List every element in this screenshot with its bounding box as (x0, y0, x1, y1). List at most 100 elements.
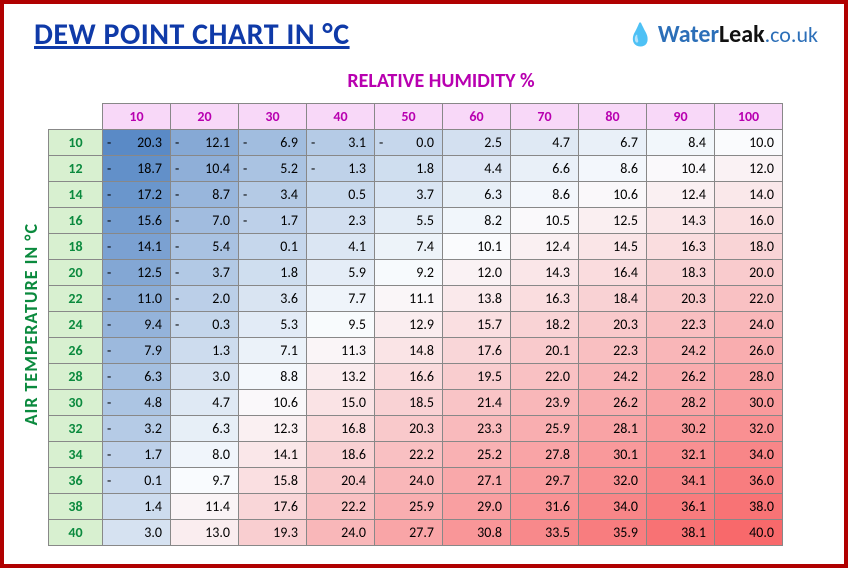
dewpoint-cell: 24.2 (579, 364, 647, 390)
dewpoint-cell: 22.0 (511, 364, 579, 390)
temp-row-header: 22 (49, 286, 103, 312)
dewpoint-cell: 4.7 (511, 130, 579, 156)
dewpoint-cell: 13.0 (171, 520, 239, 546)
table-row: 26-7.91.37.111.314.817.620.122.324.226.0 (49, 338, 783, 364)
dewpoint-cell: 6.6 (511, 156, 579, 182)
dewpoint-cell: 20.4 (307, 468, 375, 494)
dewpoint-cell: -1.7 (103, 442, 171, 468)
logo-part-2: Leak (719, 20, 765, 49)
temp-row-header: 20 (49, 260, 103, 286)
dewpoint-cell: 34.0 (715, 442, 783, 468)
dewpoint-cell: 6.3 (443, 182, 511, 208)
dewpoint-cell: 34.0 (579, 494, 647, 520)
dewpoint-cell: 12.4 (511, 234, 579, 260)
dewpoint-cell: 24.0 (307, 520, 375, 546)
dewpoint-cell: -6.9 (239, 130, 307, 156)
water-drop-icon: 💧 (626, 21, 653, 48)
dewpoint-cell: 12.0 (443, 260, 511, 286)
dewpoint-cell: 31.6 (511, 494, 579, 520)
dewpoint-cell: -12.1 (171, 130, 239, 156)
dewpoint-cell: -17.2 (103, 182, 171, 208)
dewpoint-cell: 17.6 (239, 494, 307, 520)
dewpoint-cell: 16.6 (375, 364, 443, 390)
dewpoint-cell: 14.3 (511, 260, 579, 286)
dewpoint-cell: 0.1 (239, 234, 307, 260)
dewpoint-cell: 28.0 (715, 364, 783, 390)
dewpoint-cell: -8.7 (171, 182, 239, 208)
dewpoint-cell: 3.6 (239, 286, 307, 312)
header-bar: DEW POINT CHART IN °C 💧 WaterLeak.co.uk (16, 16, 826, 63)
dewpoint-cell: 18.4 (579, 286, 647, 312)
dewpoint-cell: 22.3 (647, 312, 715, 338)
humidity-col-header: 100 (715, 104, 783, 130)
dewpoint-cell: 38.0 (715, 494, 783, 520)
dewpoint-cell: 10.6 (239, 390, 307, 416)
dewpoint-cell: -20.3 (103, 130, 171, 156)
table-row: 381.411.417.622.225.929.031.634.036.138.… (49, 494, 783, 520)
dewpoint-cell: 5.3 (239, 312, 307, 338)
humidity-col-header: 60 (443, 104, 511, 130)
dewpoint-cell: 25.2 (443, 442, 511, 468)
dewpoint-cell: -6.3 (103, 364, 171, 390)
logo-part-1: Water (658, 20, 719, 49)
dewpoint-cell: -3.4 (239, 182, 307, 208)
dewpoint-cell: -4.8 (103, 390, 171, 416)
dewpoint-cell: 16.0 (715, 208, 783, 234)
x-axis-label: RELATIVE HUMIDITY % (16, 69, 826, 93)
temp-row-header: 38 (49, 494, 103, 520)
dewpoint-cell: -0.3 (171, 312, 239, 338)
dewpoint-cell: 30.8 (443, 520, 511, 546)
dewpoint-cell: 4.4 (443, 156, 511, 182)
temp-row-header: 34 (49, 442, 103, 468)
dewpoint-cell: 26.0 (715, 338, 783, 364)
dewpoint-cell: 3.0 (171, 364, 239, 390)
brand-logo: 💧 WaterLeak.co.uk (626, 20, 818, 49)
dewpoint-cell: 19.5 (443, 364, 511, 390)
table-row: 34-1.78.014.118.622.225.227.830.132.134.… (49, 442, 783, 468)
dewpoint-cell: 13.8 (443, 286, 511, 312)
dewpoint-cell: 23.9 (511, 390, 579, 416)
dewpoint-cell: 38.1 (647, 520, 715, 546)
dewpoint-cell: 12.4 (647, 182, 715, 208)
dewpoint-cell: 15.0 (307, 390, 375, 416)
dewpoint-cell: 18.3 (647, 260, 715, 286)
temp-row-header: 18 (49, 234, 103, 260)
dewpoint-cell: 2.5 (443, 130, 511, 156)
dewpoint-cell: 36.0 (715, 468, 783, 494)
dewpoint-cell: 18.6 (307, 442, 375, 468)
dewpoint-cell: 27.8 (511, 442, 579, 468)
dewpoint-cell: 4.1 (307, 234, 375, 260)
dewpoint-cell: 20.3 (579, 312, 647, 338)
dewpoint-cell: 10.5 (511, 208, 579, 234)
temp-row-header: 12 (49, 156, 103, 182)
dewpoint-cell: 1.8 (239, 260, 307, 286)
dewpoint-cell: 22.2 (375, 442, 443, 468)
dewpoint-cell: 16.8 (307, 416, 375, 442)
dewpoint-cell: 14.1 (239, 442, 307, 468)
humidity-col-header: 20 (171, 104, 239, 130)
dewpoint-cell: 0.5 (307, 182, 375, 208)
dewpoint-cell: 21.4 (443, 390, 511, 416)
dewpoint-cell: 24.0 (715, 312, 783, 338)
dewpoint-cell: 30.2 (647, 416, 715, 442)
table-row: 32-3.26.312.316.820.323.325.928.130.232.… (49, 416, 783, 442)
dewpoint-cell: 34.1 (647, 468, 715, 494)
dewpoint-cell: 30.0 (715, 390, 783, 416)
dewpoint-cell: 24.0 (375, 468, 443, 494)
dewpoint-cell: -5.2 (239, 156, 307, 182)
humidity-col-header: 50 (375, 104, 443, 130)
dewpoint-cell: 6.3 (171, 416, 239, 442)
table-row: 18-14.1-5.40.14.17.410.112.414.516.318.0 (49, 234, 783, 260)
temp-row-header: 10 (49, 130, 103, 156)
table-row: 12-18.7-10.4-5.2-1.31.84.46.68.610.412.0 (49, 156, 783, 182)
dewpoint-cell: 33.5 (511, 520, 579, 546)
chart-frame: DEW POINT CHART IN °C 💧 WaterLeak.co.uk … (0, 0, 848, 568)
dewpoint-cell: 9.2 (375, 260, 443, 286)
table-row: 20-12.5-3.71.85.99.212.014.316.418.320.0 (49, 260, 783, 286)
dewpoint-cell: 3.0 (103, 520, 171, 546)
dewpoint-cell: 10.6 (579, 182, 647, 208)
dewpoint-cell: -3.1 (307, 130, 375, 156)
dewpoint-cell: 16.4 (579, 260, 647, 286)
dewpoint-cell: 25.9 (375, 494, 443, 520)
dewpoint-cell: 1.4 (103, 494, 171, 520)
